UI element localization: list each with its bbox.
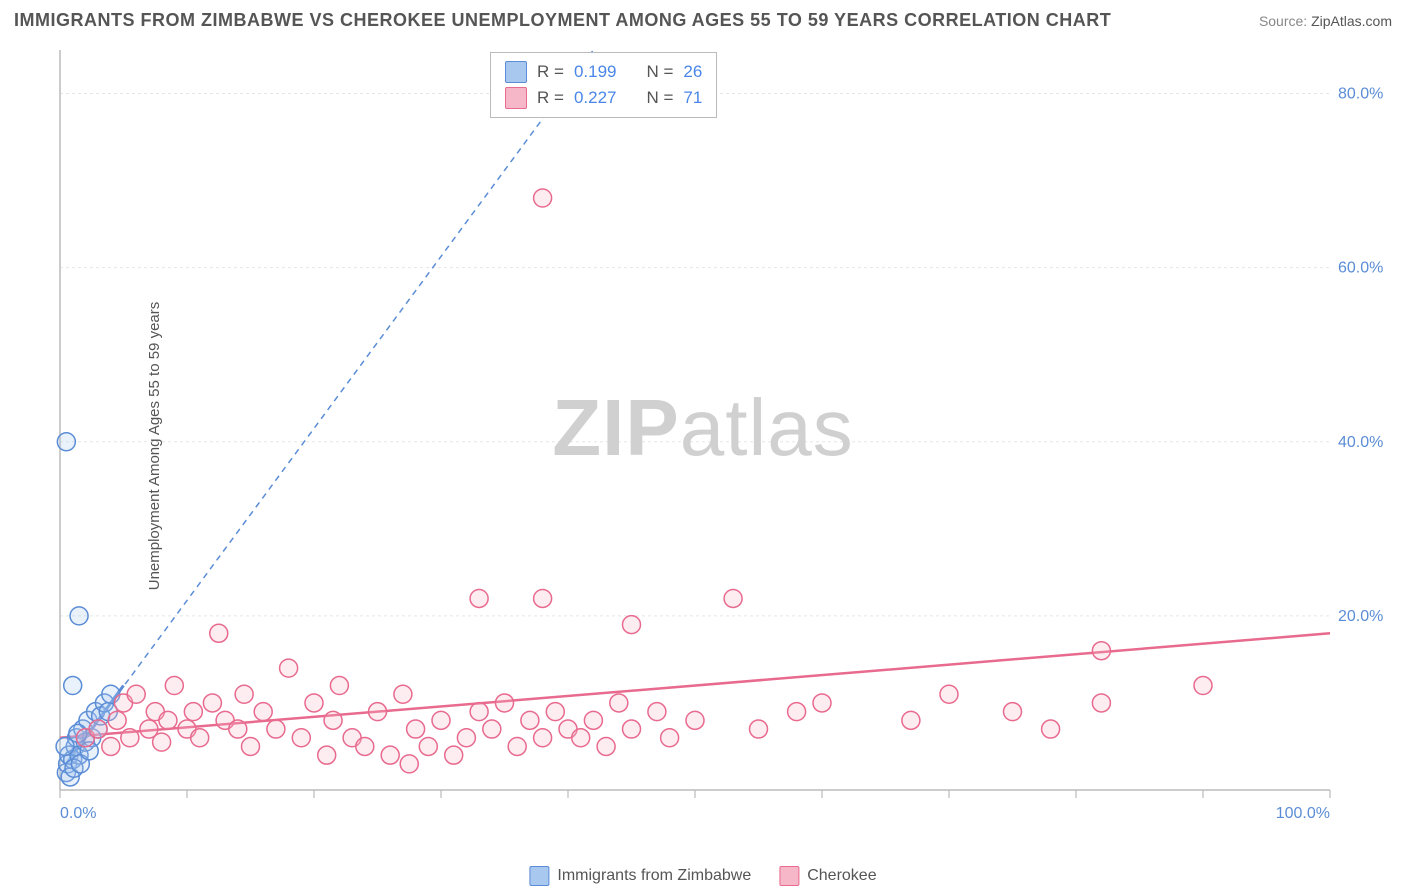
zimbabwe-swatch bbox=[505, 61, 527, 83]
cherokee-legend-swatch bbox=[779, 866, 799, 886]
scatter-chart: 20.0% 40.0% 60.0% 80.0% 0.0% 100.0% bbox=[50, 50, 1390, 830]
cherokee-r-value: 0.227 bbox=[574, 88, 617, 108]
source-value: ZipAtlas.com bbox=[1311, 13, 1392, 29]
stats-legend-box: R = 0.199 N = 26 R = 0.227 N = 71 bbox=[490, 52, 717, 118]
cherokee-legend-label: Cherokee bbox=[807, 867, 876, 885]
cherokee-swatch bbox=[505, 87, 527, 109]
source-label: Source: bbox=[1259, 13, 1307, 29]
svg-text:60.0%: 60.0% bbox=[1338, 260, 1383, 277]
chart-title: IMMIGRANTS FROM ZIMBABWE VS CHEROKEE UNE… bbox=[14, 10, 1111, 31]
legend-item-cherokee: Cherokee bbox=[779, 866, 876, 886]
chart-header: IMMIGRANTS FROM ZIMBABWE VS CHEROKEE UNE… bbox=[14, 10, 1392, 31]
zimbabwe-n-value: 26 bbox=[683, 62, 702, 82]
source-credit: Source: ZipAtlas.com bbox=[1259, 13, 1392, 29]
plot-area: 20.0% 40.0% 60.0% 80.0% 0.0% 100.0% bbox=[50, 50, 1390, 830]
svg-text:40.0%: 40.0% bbox=[1338, 434, 1383, 451]
r-label: R = bbox=[537, 62, 564, 82]
n-label: N = bbox=[646, 88, 673, 108]
zimbabwe-legend-label: Immigrants from Zimbabwe bbox=[557, 867, 751, 885]
zimbabwe-r-value: 0.199 bbox=[574, 62, 617, 82]
svg-text:80.0%: 80.0% bbox=[1338, 86, 1383, 103]
r-label: R = bbox=[537, 88, 564, 108]
svg-text:100.0%: 100.0% bbox=[1276, 805, 1330, 822]
zimbabwe-legend-swatch bbox=[529, 866, 549, 886]
cherokee-n-value: 71 bbox=[683, 88, 702, 108]
svg-text:0.0%: 0.0% bbox=[60, 805, 96, 822]
stats-row-zimbabwe: R = 0.199 N = 26 bbox=[505, 59, 702, 85]
n-label: N = bbox=[646, 62, 673, 82]
legend-item-zimbabwe: Immigrants from Zimbabwe bbox=[529, 866, 751, 886]
stats-row-cherokee: R = 0.227 N = 71 bbox=[505, 85, 702, 111]
svg-text:20.0%: 20.0% bbox=[1338, 608, 1383, 625]
bottom-legend: Immigrants from Zimbabwe Cherokee bbox=[529, 866, 876, 886]
